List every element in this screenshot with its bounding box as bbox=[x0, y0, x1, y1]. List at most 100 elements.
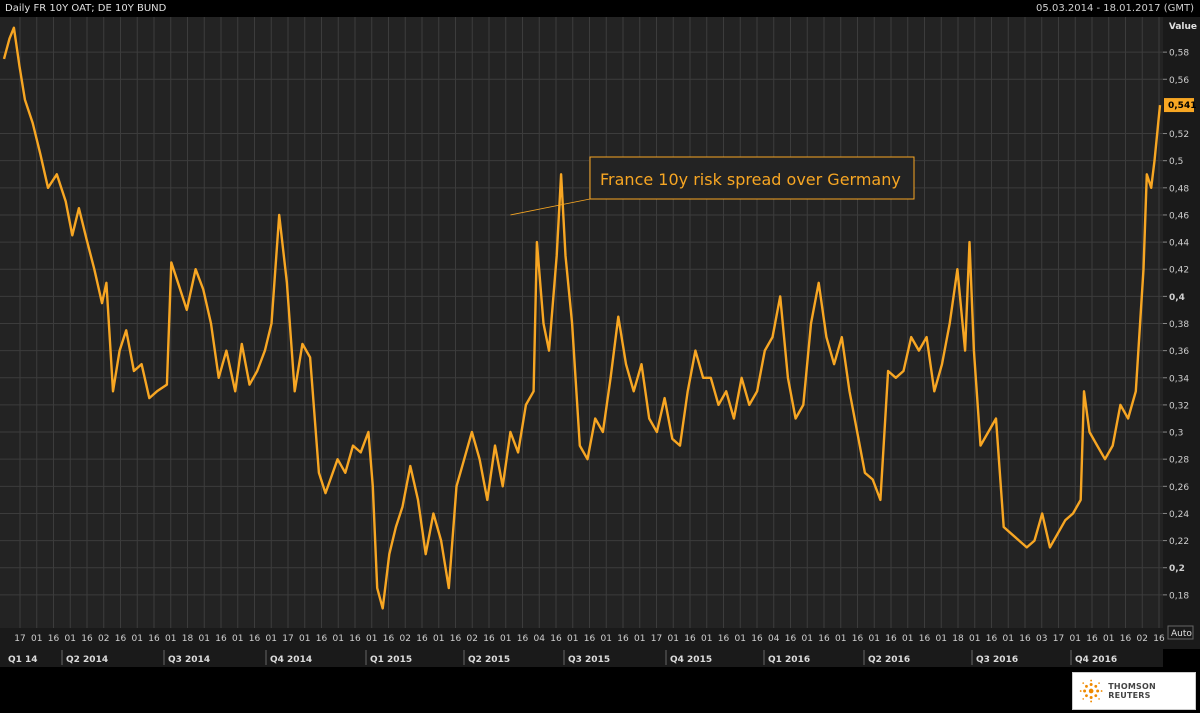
x-tick-label: 04 bbox=[534, 634, 546, 644]
x-tick-label: 01 bbox=[668, 634, 679, 644]
x-tick-label: 01 bbox=[333, 634, 344, 644]
x-tick-label: 01 bbox=[802, 634, 813, 644]
x-tick-label: 02 bbox=[98, 634, 109, 644]
x-tick-label: 01 bbox=[735, 634, 746, 644]
x-tick-label: 01 bbox=[232, 634, 243, 644]
x-tick-label: 16 bbox=[1120, 634, 1132, 644]
x-tick-label: 01 bbox=[1003, 634, 1014, 644]
x-tick-label: 16 bbox=[785, 634, 797, 644]
quarter-label: Q4 2014 bbox=[270, 655, 312, 665]
x-tick-label: 01 bbox=[601, 634, 612, 644]
y-tick-label: 0,5 bbox=[1169, 157, 1183, 167]
y-tick-label: 0,42 bbox=[1169, 266, 1189, 276]
y-tick-label: 0,22 bbox=[1169, 537, 1189, 547]
quarter-label: Q2 2016 bbox=[868, 655, 910, 665]
x-tick-label: 17 bbox=[282, 634, 293, 644]
last-value-label: 0,541 bbox=[1168, 101, 1196, 111]
quarter-label: Q1 2015 bbox=[370, 655, 412, 665]
y-tick-label: 0,56 bbox=[1169, 76, 1189, 86]
x-tick-label: 16 bbox=[852, 634, 864, 644]
x-tick-label: 03 bbox=[1036, 634, 1047, 644]
auto-scale-label: Auto bbox=[1171, 629, 1192, 639]
footer: THOMSON REUTERS bbox=[0, 667, 1200, 713]
x-tick-label: 16 bbox=[349, 634, 361, 644]
reuters-dots-icon bbox=[1079, 679, 1103, 703]
x-tick-label: 04 bbox=[768, 634, 780, 644]
quarter-label: Q2 2014 bbox=[66, 655, 108, 665]
x-tick-label: 16 bbox=[450, 634, 462, 644]
quarter-label: Q4 2016 bbox=[1075, 655, 1117, 665]
y-tick-label: 0,58 bbox=[1169, 49, 1189, 59]
x-tick-label: 18 bbox=[952, 634, 964, 644]
x-tick-label: 16 bbox=[249, 634, 261, 644]
x-axis-area bbox=[0, 628, 1163, 649]
x-axis-quarter-labels: Q1 14 Q2 2014 Q3 2014 Q4 2014 Q1 2015 Q2 2015… bbox=[0, 649, 1163, 667]
x-tick-label: 01 bbox=[199, 634, 210, 644]
x-tick-label: 17 bbox=[14, 634, 25, 644]
x-tick-label: 01 bbox=[902, 634, 913, 644]
y-tick-label: 0,34 bbox=[1169, 374, 1189, 384]
x-tick-label: 16 bbox=[483, 634, 495, 644]
thomson-reuters-logo: THOMSON REUTERS bbox=[1072, 672, 1196, 710]
y-axis-area bbox=[1163, 17, 1200, 649]
x-tick-label: 01 bbox=[31, 634, 42, 644]
y-tick-label: 0,18 bbox=[1169, 591, 1189, 601]
x-tick-label: 02 bbox=[400, 634, 411, 644]
quarter-label: Q3 2016 bbox=[976, 655, 1018, 665]
x-tick-label: 16 bbox=[1019, 634, 1031, 644]
y-axis-title: Value bbox=[1169, 22, 1197, 32]
last-value-badge bbox=[1164, 98, 1194, 113]
y-axis-ticks: 0,18 0,2 0,22 0,24 0,26 0,28 0,3 0,32 0,34 0,36 0,… bbox=[1163, 49, 1189, 601]
x-tick-label: 01 bbox=[701, 634, 712, 644]
annotation-box bbox=[589, 156, 915, 200]
x-tick-label: 16 bbox=[885, 634, 897, 644]
auto-scale-button[interactable] bbox=[1167, 625, 1194, 640]
x-tick-label: 16 bbox=[1153, 634, 1165, 644]
x-tick-label: 16 bbox=[818, 634, 830, 644]
quarter-label: Q1 14 bbox=[8, 655, 38, 665]
annotation-leader bbox=[510, 198, 591, 216]
series-line bbox=[2, 26, 1162, 610]
x-tick-label: 16 bbox=[316, 634, 328, 644]
x-tick-label: 16 bbox=[550, 634, 562, 644]
quarter-row-bg bbox=[0, 649, 1163, 667]
x-tick-label: 01 bbox=[500, 634, 511, 644]
date-range: 05.03.2014 - 18.01.2017 (GMT) bbox=[1036, 3, 1194, 14]
x-tick-label: 16 bbox=[986, 634, 998, 644]
x-tick-label: 01 bbox=[936, 634, 947, 644]
plot-area bbox=[0, 17, 1163, 649]
y-tick-label: 0,3 bbox=[1169, 429, 1183, 439]
x-tick-label: 16 bbox=[215, 634, 227, 644]
x-tick-label: 16 bbox=[718, 634, 730, 644]
y-tick-label: 0,24 bbox=[1169, 510, 1189, 520]
x-tick-label: 01 bbox=[869, 634, 880, 644]
x-tick-label: 16 bbox=[48, 634, 60, 644]
x-tick-label: 01 bbox=[835, 634, 846, 644]
x-tick-label: 01 bbox=[165, 634, 176, 644]
x-tick-label: 01 bbox=[1103, 634, 1114, 644]
x-tick-label: 01 bbox=[433, 634, 444, 644]
chart-title: Daily FR 10Y OAT; DE 10Y BUND bbox=[5, 3, 167, 14]
x-tick-label: 16 bbox=[617, 634, 629, 644]
annotation-text: France 10y risk spread over Germany bbox=[600, 170, 901, 189]
quarter-label: Q3 2014 bbox=[168, 655, 210, 665]
x-tick-label: 16 bbox=[919, 634, 931, 644]
y-tick-label: 0,28 bbox=[1169, 456, 1189, 466]
x-tick-label: 16 bbox=[416, 634, 428, 644]
x-tick-label: 01 bbox=[266, 634, 277, 644]
x-tick-label: 01 bbox=[634, 634, 645, 644]
x-tick-label: 16 bbox=[684, 634, 696, 644]
quarter-label: Q4 2015 bbox=[670, 655, 712, 665]
x-tick-label: 16 bbox=[81, 634, 93, 644]
x-tick-label: 16 bbox=[751, 634, 763, 644]
quarter-label: Q1 2016 bbox=[768, 655, 810, 665]
x-tick-label: 01 bbox=[1070, 634, 1081, 644]
y-tick-label: 0,48 bbox=[1169, 184, 1189, 194]
x-tick-label: 01 bbox=[132, 634, 143, 644]
y-tick-label: 0,52 bbox=[1169, 130, 1189, 140]
x-tick-label: 01 bbox=[65, 634, 76, 644]
x-tick-label: 16 bbox=[115, 634, 127, 644]
x-tick-label: 16 bbox=[148, 634, 160, 644]
x-tick-label: 16 bbox=[1086, 634, 1098, 644]
chart-header: Daily FR 10Y OAT; DE 10Y BUND 05.03.2014… bbox=[0, 0, 1200, 17]
